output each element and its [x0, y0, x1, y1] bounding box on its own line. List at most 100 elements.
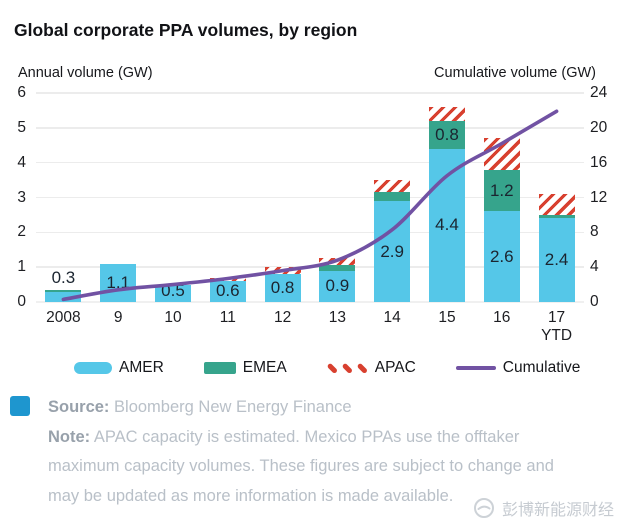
x-axis-label: 2008 — [46, 309, 81, 326]
gridline — [36, 301, 584, 303]
bar-slot: 1.1 — [91, 93, 146, 302]
bar-slot: 2.6 1.2 — [474, 93, 529, 302]
note-line-2: maximum capacity volumes. These figures … — [48, 457, 554, 475]
note-line-3: may be updated as more information is ma… — [48, 486, 454, 505]
bar-value-label: 4.4 — [435, 215, 459, 235]
bar-segment-amer — [538, 218, 575, 302]
apac-hatch-swatch-icon — [326, 362, 368, 374]
bar-segment-amer — [209, 281, 246, 302]
x-axis-label: 14 — [383, 309, 401, 326]
right-axis-tick: 20 — [590, 118, 608, 136]
bar-slot: 2.4 — [529, 93, 584, 302]
watermark-text: 彭博新能源财经 — [501, 502, 614, 519]
gridline — [36, 196, 584, 199]
x-axis-label: 17 YTD — [529, 309, 584, 345]
stacked-bar: 2.4 — [538, 194, 575, 302]
bar-value-label: 0.8 — [270, 278, 295, 298]
bar-slot: 0.3 — [36, 93, 91, 302]
cumulative-line — [61, 109, 559, 302]
legend-label-apac: APAC — [374, 359, 416, 376]
emea-swatch-icon — [203, 362, 236, 374]
chart-title: Global corporate PPA volumes, by region — [14, 20, 358, 40]
left-axis-tick: 6 — [17, 84, 26, 101]
left-axis-title: Annual volume (GW) — [18, 65, 153, 81]
bar-value-label: 0.6 — [215, 281, 240, 300]
bar-segment-amer — [154, 284, 191, 302]
left-axis-tick: 2 — [17, 223, 26, 241]
cumulative-line-swatch-icon — [455, 366, 496, 370]
bar-segment-apac — [538, 194, 575, 215]
legend-item-amer: AMER — [74, 359, 164, 377]
right-axis-tick: 4 — [590, 258, 599, 276]
legend-item-emea: EMEA — [203, 359, 287, 377]
axis-headers: Annual volume (GW) Cumulative volume (GW… — [18, 65, 596, 81]
right-axis-title: Cumulative volume (GW) — [434, 65, 596, 81]
stacked-bar: 0.3 — [45, 268, 82, 302]
watermark: 彭博新能源财经 — [472, 496, 614, 520]
amer-swatch-icon — [74, 362, 112, 374]
right-axis-tick: 0 — [590, 293, 599, 310]
stacked-bar: 1.1 — [100, 263, 137, 302]
bar-segment-apac — [428, 106, 465, 121]
source-label: Source: — [48, 398, 110, 416]
legend-item-apac: APAC — [326, 359, 416, 377]
legend-label-emea: EMEA — [242, 359, 287, 376]
x-axis-label: 15 — [438, 309, 456, 326]
right-axis-tick: 12 — [590, 188, 608, 206]
left-axis-tick: 5 — [17, 118, 26, 136]
x-axis-labels: 2008 9 10 11 12 13 14 15 16 17 YTD — [36, 309, 584, 345]
right-axis-tick: 16 — [590, 153, 608, 171]
bar-segment-amer — [264, 274, 301, 302]
footnote-block: Source: Bloomberg New Energy Finance Not… — [10, 393, 640, 511]
note-line-1: Note: APAC capacity is estimated. Mexico… — [48, 427, 520, 446]
left-axis-tick: 0 — [17, 293, 26, 310]
bar-segment-emea — [538, 214, 575, 219]
x-axis-label: 16 — [493, 309, 511, 326]
stacked-bar: 2.6 1.2 — [483, 138, 520, 302]
bar-value-label: 1.1 — [106, 272, 130, 292]
bullet-square-icon — [10, 396, 30, 416]
bar-segment-emea — [45, 289, 82, 292]
emea-value-label: 1.2 — [489, 180, 514, 200]
bar-value-label: 2.9 — [380, 241, 404, 261]
source-line: Source: Bloomberg New Energy Finance — [48, 393, 554, 423]
x-axis-sublabel: YTD — [541, 327, 573, 344]
x-axis-label: 12 — [273, 309, 292, 326]
legend-label-cumulative: Cumulative — [502, 359, 581, 376]
bar-value-label: 2.6 — [489, 246, 514, 266]
bar-segment-apac — [374, 180, 411, 193]
bar-segment-emea — [319, 265, 356, 271]
left-axis-tick: 1 — [17, 258, 26, 276]
bnef-logo-icon — [473, 498, 494, 518]
legend-item-cumulative: Cumulative — [455, 359, 581, 377]
note-label: Note: — [48, 427, 91, 446]
bar-segment-emea — [483, 169, 520, 212]
x-axis-label: 10 — [164, 309, 182, 326]
footnote-text: Source: Bloomberg New Energy Finance Not… — [48, 393, 554, 511]
source-text: Bloomberg New Energy Finance — [114, 398, 352, 416]
bar-segment-amer — [100, 263, 137, 302]
bar-value-label: 0.9 — [325, 276, 350, 296]
gridline — [36, 161, 584, 164]
right-axis-tick: 8 — [590, 223, 599, 241]
right-axis-tick: 24 — [590, 84, 608, 101]
left-axis-tick: 4 — [17, 153, 26, 171]
gridline — [36, 92, 584, 94]
x-axis-label: 9 — [113, 309, 123, 326]
bar-value-label: 2.4 — [544, 250, 569, 270]
gridline — [36, 231, 584, 234]
bar-segment-amer — [319, 270, 356, 302]
left-axis-tick: 3 — [17, 188, 26, 206]
x-axis-label: 11 — [219, 309, 236, 326]
bar-segment-emea — [428, 120, 465, 149]
bar-segment-amer — [45, 291, 82, 302]
bar-value-label: 0.3 — [51, 267, 76, 287]
plot-area: 0 1 2 3 4 5 6 0 4 8 12 16 20 24 0.3 1.1 0.5 0.6 0.8 0.9 2.9 4… — [17, 84, 607, 310]
x-axis-label: 13 — [328, 309, 346, 326]
legend-label-amer: AMER — [119, 359, 164, 376]
bar-segment-emea — [374, 192, 411, 201]
gridline — [36, 127, 584, 129]
emea-value-label: 0.8 — [435, 124, 459, 144]
bar-segment-amer — [483, 211, 520, 302]
